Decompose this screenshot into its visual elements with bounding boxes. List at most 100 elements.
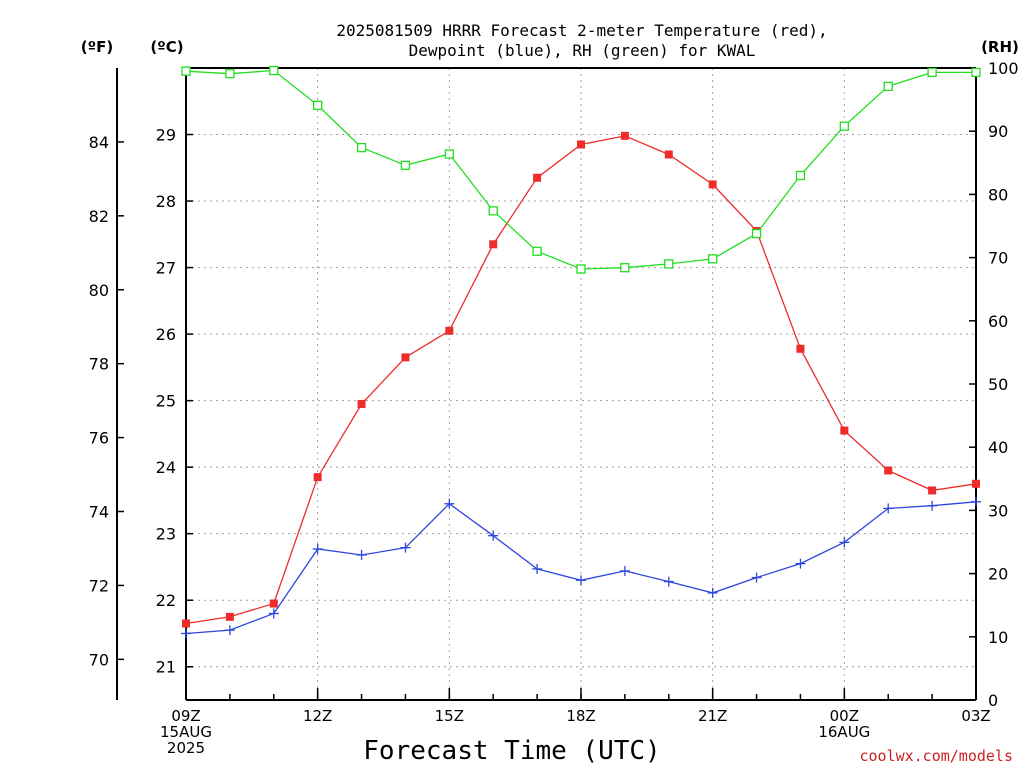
- fahrenheit-tick-label: 84: [89, 133, 109, 152]
- celsius-tick-label: 28: [156, 192, 176, 211]
- temperature-point: [928, 486, 937, 495]
- rh-point: [488, 206, 498, 216]
- temperature-point: [840, 426, 849, 435]
- fahrenheit-tick-label: 78: [89, 355, 109, 374]
- time-tick-label: 03Z: [961, 707, 990, 725]
- chart-grid: [186, 68, 976, 700]
- fahrenheit-tick-label: 76: [89, 429, 109, 448]
- fahrenheit-axis-label: (ºF): [81, 38, 113, 56]
- dewpoint-series: [181, 496, 981, 639]
- celsius-tick-label: 27: [156, 259, 176, 278]
- chart-title-line-1: 2025081509 HRRR Forecast 2-meter Tempera…: [336, 21, 827, 40]
- chart-title-line-2: Dewpoint (blue), RH (green) for KWAL: [409, 41, 756, 60]
- rh-point: [795, 170, 806, 181]
- rh-line: [185, 69, 976, 270]
- rh-tick-label: 50: [988, 375, 1008, 394]
- rh-point: [927, 67, 937, 78]
- celsius-tick-label: 22: [156, 591, 176, 610]
- temperature-point: [269, 599, 278, 608]
- temperature-point: [182, 619, 190, 628]
- credit-text: coolwx.com/models: [859, 747, 1013, 765]
- time-tick-label: 15AUG: [160, 723, 212, 741]
- fahrenheit-tick-label: 72: [89, 576, 109, 595]
- rh-tick-label: 10: [988, 628, 1008, 647]
- time-tick-label: 12Z: [303, 707, 332, 725]
- rh-axis-label: (RH): [981, 38, 1019, 56]
- rh-point: [444, 149, 454, 159]
- fahrenheit-tick-label: 80: [89, 281, 109, 300]
- celsius-tick-label: 26: [156, 325, 176, 344]
- rh-point: [181, 66, 191, 76]
- rh-tick-label: 70: [988, 249, 1008, 268]
- dewpoint-point: [795, 558, 806, 569]
- rh-tick-label: 30: [988, 501, 1008, 520]
- temperature-point: [972, 479, 980, 488]
- rh-point: [971, 67, 981, 78]
- rh-point: [620, 263, 630, 273]
- rh-point: [400, 160, 411, 170]
- dewpoint-point: [444, 498, 455, 509]
- temperature-point: [225, 612, 234, 621]
- time-tick-label: 16AUG: [818, 723, 870, 741]
- temperature-point: [357, 399, 366, 408]
- fahrenheit-tick-label: 74: [89, 503, 109, 522]
- celsius-tick-label: 25: [156, 392, 176, 411]
- temperature-point: [796, 344, 805, 353]
- dewpoint-point: [751, 572, 762, 583]
- rh-point: [839, 121, 849, 131]
- rh-tick-label: 0: [988, 691, 998, 710]
- rh-point: [883, 81, 893, 91]
- celsius-tick-label: 29: [156, 126, 176, 145]
- rh-point: [313, 100, 323, 110]
- celsius-tick-label: 23: [156, 525, 176, 544]
- temperature-point: [708, 180, 717, 189]
- rh-point: [708, 254, 718, 264]
- time-tick-label: 15Z: [435, 707, 464, 725]
- temperature-point: [401, 353, 410, 362]
- dewpoint-point: [181, 628, 191, 639]
- rh-tick-label: 100: [988, 59, 1019, 78]
- dewpoint-point: [400, 542, 411, 553]
- time-tick-label: 2025: [167, 739, 205, 757]
- temperature-point: [445, 326, 454, 335]
- x-axis-title: Forecast Time (UTC): [363, 736, 660, 766]
- time-tick-label: 00Z: [830, 707, 859, 725]
- dewpoint-point: [312, 543, 323, 554]
- rh-axis: 0 10 20 30 40 50 60 70 80 90 100: [969, 59, 1019, 710]
- rh-series: [181, 65, 981, 274]
- time-tick-label: 18Z: [566, 707, 595, 725]
- chart-title: 2025081509 HRRR Forecast 2-meter Tempera…: [336, 21, 827, 60]
- temperature-point: [533, 173, 542, 182]
- rh-point: [225, 69, 235, 79]
- rh-point: [576, 264, 586, 274]
- rh-point: [664, 259, 674, 269]
- rh-tick-label: 40: [988, 438, 1008, 457]
- dewpoint-point: [619, 565, 630, 576]
- dewpoint-point: [927, 500, 938, 511]
- rh-point: [532, 246, 542, 256]
- dewpoint-point: [488, 530, 499, 541]
- temperature-line: [185, 135, 977, 625]
- temperature-point: [664, 150, 673, 159]
- celsius-axis: 21 22 23 24 25 26 27 28 29: [156, 126, 193, 677]
- fahrenheit-axis: 70 72 74 76 78 80 82 84: [89, 68, 124, 700]
- rh-tick-label: 80: [988, 185, 1008, 204]
- temperature-point: [577, 140, 585, 149]
- temperature-point: [884, 466, 893, 475]
- dewpoint-point: [839, 537, 850, 548]
- temperature-point: [489, 240, 498, 249]
- dewpoint-point: [356, 549, 367, 560]
- temperature-point: [313, 473, 322, 482]
- dewpoint-point: [576, 575, 586, 586]
- dewpoint-point: [663, 576, 674, 587]
- fahrenheit-tick-label: 70: [89, 650, 109, 669]
- celsius-tick-label: 21: [156, 658, 176, 677]
- time-tick-label: 21Z: [698, 707, 727, 725]
- celsius-tick-label: 24: [156, 458, 176, 477]
- rh-tick-label: 60: [988, 312, 1008, 331]
- dewpoint-point: [707, 587, 718, 598]
- dewpoint-point: [971, 496, 981, 507]
